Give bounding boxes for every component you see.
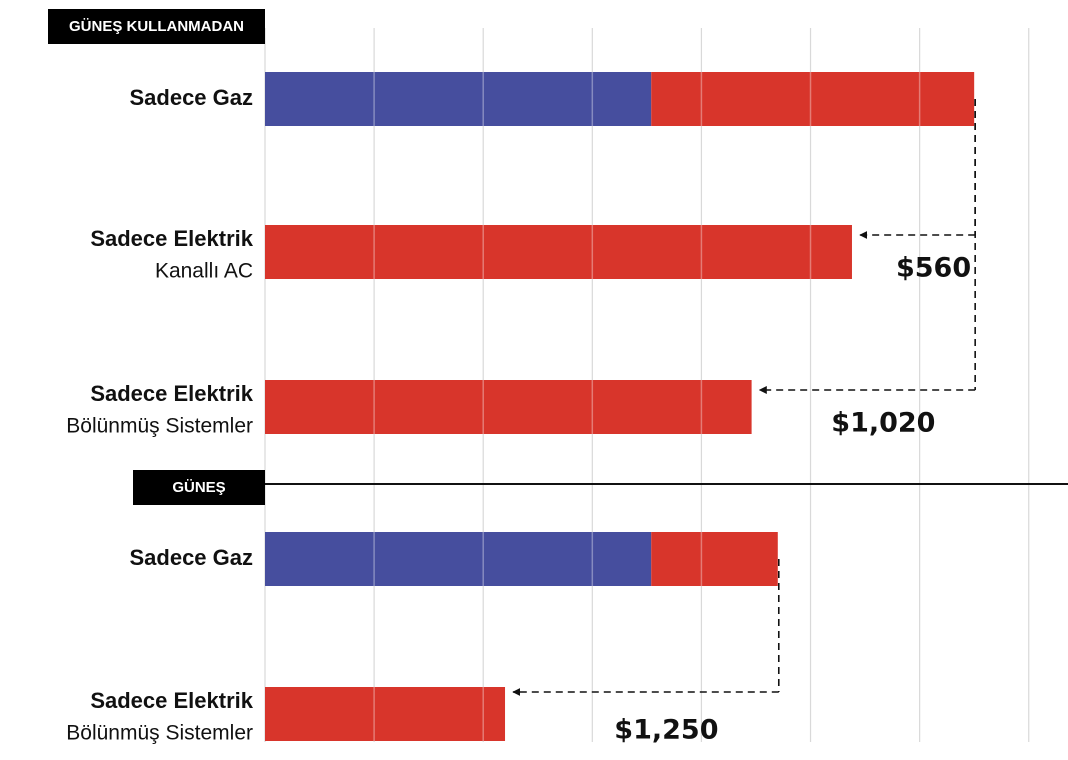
category-sublabel: Bölünmüş Sistemler	[66, 722, 253, 745]
group-box	[133, 470, 265, 505]
bar-segment	[265, 380, 752, 434]
group-box	[48, 9, 265, 44]
category-label: Sadece Elektrik	[90, 688, 253, 713]
category-sublabel: Bölünmüş Sistemler	[66, 415, 253, 438]
category-label: Sadece Gaz	[129, 545, 253, 570]
bars	[265, 72, 975, 741]
group-label: GÜNEŞ	[172, 479, 225, 496]
labels: Sadece Gaz Sadece Elektrik Kanallı AC Sadec…	[48, 9, 1068, 746]
category-label: Sadece Elektrik	[90, 226, 253, 251]
bar-segment	[265, 72, 652, 126]
annotation-label: $1,020	[831, 408, 935, 439]
annotation-label: $1,250	[614, 715, 718, 746]
bar-segment	[265, 687, 506, 741]
bar-segment	[651, 532, 778, 586]
annotation-label: $560	[896, 253, 971, 284]
category-sublabel: Kanallı AC	[155, 260, 253, 283]
category-label: Sadece Elektrik	[90, 381, 253, 406]
bar-segment	[265, 225, 852, 279]
group-label: GÜNEŞ KULLANMADAN	[69, 18, 244, 35]
bar-segment	[265, 532, 652, 586]
category-label: Sadece Gaz	[129, 85, 253, 110]
bar-segment	[651, 72, 975, 126]
